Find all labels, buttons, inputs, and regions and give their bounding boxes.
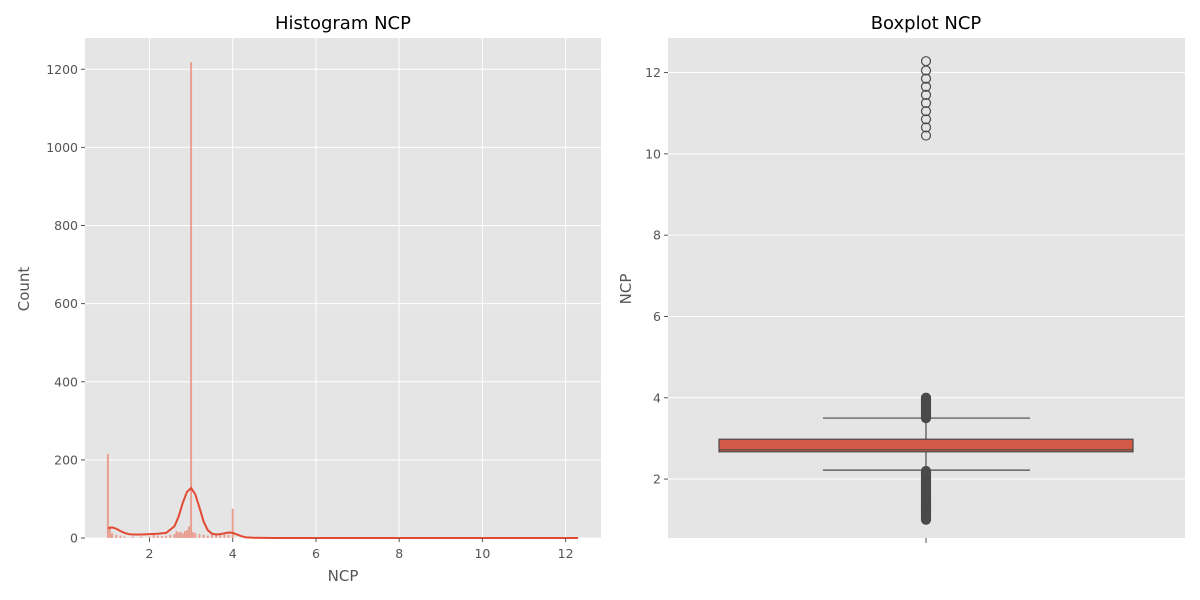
histogram-y-tick-label: 400: [54, 374, 78, 389]
histogram-x-tick-label: 12: [558, 546, 574, 561]
histogram-x-tick-label: 8: [395, 546, 403, 561]
histogram-plot-area: [85, 38, 601, 538]
histogram-bar: [206, 535, 209, 538]
histogram-bar: [175, 530, 178, 538]
histogram-bar: [188, 526, 190, 538]
histogram-x-tick-label: 2: [146, 546, 154, 561]
histogram-y-tick-label: 1000: [46, 140, 78, 155]
boxplot-y-tick-label: 4: [653, 390, 661, 405]
histogram-x-tick-label: 4: [229, 546, 237, 561]
histogram-bar: [210, 534, 213, 538]
histogram-y-tick-label: 200: [54, 452, 78, 467]
histogram-bar: [194, 533, 197, 538]
boxplot-title: Boxplot NCP: [871, 13, 982, 34]
histogram-kde-line: [107, 486, 579, 539]
histogram-bar: [181, 533, 184, 538]
boxplot-y-tick-label: 6: [653, 309, 661, 324]
histogram-bar: [119, 535, 122, 538]
boxplot-y-tick-label: 10: [645, 146, 661, 161]
histogram-y-ticks: 0 200 400 600 800 1000 1200: [46, 62, 85, 546]
histogram-y-tick-label: 600: [54, 296, 78, 311]
histogram-x-ticks: 2 4 6 8 10 12: [146, 538, 574, 561]
histogram-chart: 2 4 6 8 10 12 0 200 400 600 800 1000 1200 Histogram…: [15, 13, 601, 585]
histogram-y-tick-label: 0: [70, 531, 78, 546]
histogram-bar: [179, 531, 182, 538]
histogram-bars: [106, 62, 234, 538]
histogram-bar: [202, 534, 205, 538]
histogram-bar: [123, 536, 126, 538]
histogram-bar: [227, 534, 230, 538]
histogram-bar: [169, 534, 172, 538]
boxplot-outlier-high: [920, 122, 932, 133]
histogram-bar: [109, 526, 111, 538]
histogram-y-tick-label: 800: [54, 218, 78, 233]
boxplot-outlier-high: [920, 56, 932, 67]
histogram-bar: [148, 536, 151, 538]
boxplot-outlier-low: [920, 465, 932, 477]
histogram-title: Histogram NCP: [275, 13, 411, 34]
boxplot-box: [718, 438, 1134, 453]
boxplot-outlier-high: [920, 130, 932, 141]
histogram-bar: [190, 62, 193, 538]
histogram-bar: [223, 534, 226, 538]
histogram-bar: [115, 534, 118, 538]
boxplot-outlier-high: [920, 81, 932, 92]
histogram-x-tick-label: 10: [474, 546, 490, 561]
histogram-x-tick-label: 6: [312, 546, 320, 561]
boxplot-y-tick-label: 8: [653, 228, 661, 243]
boxplot-outlier-high: [920, 106, 932, 117]
histogram-bar: [192, 532, 195, 538]
histogram-bar: [173, 534, 176, 538]
histogram-bar: [161, 536, 163, 538]
boxplot-y-ticks: 2 4 6 8 10 12: [645, 65, 668, 487]
boxplot-outlier-high: [920, 97, 932, 109]
histogram-bar: [186, 530, 188, 538]
histogram-bar: [198, 534, 201, 538]
histogram-bar: [156, 535, 159, 538]
histogram-bar: [165, 535, 168, 538]
histogram-grid: [85, 38, 601, 539]
histogram-bar: [106, 454, 109, 538]
boxplot-y-tick-label: 2: [653, 472, 661, 487]
histogram-bar: [140, 536, 143, 538]
histogram-bar: [183, 530, 186, 538]
histogram-bar: [131, 536, 134, 538]
histogram-bar: [231, 508, 234, 538]
boxplot-outlier-high: [920, 89, 932, 101]
histogram-x-label: NCP: [328, 567, 359, 585]
boxplot-outlier-upper-band: [920, 392, 932, 403]
histogram-bar: [111, 533, 113, 538]
histogram-bar: [219, 534, 222, 538]
boxplot-outlier-high: [920, 73, 932, 84]
histogram-bar: [215, 533, 218, 538]
histogram-bar: [152, 534, 155, 538]
histogram-y-label: Count: [15, 267, 33, 312]
boxplot-outlier-high: [920, 114, 932, 125]
boxplot-y-label: NCP: [617, 274, 635, 305]
histogram-bar: [177, 532, 180, 538]
boxplot-elements: [718, 56, 1134, 525]
histogram-y-tick-label: 1200: [46, 62, 78, 77]
boxplot-chart: 2 4 6 8 10 12 Boxplot NCP NCP: [617, 13, 1185, 543]
boxplot-y-tick-label: 12: [645, 65, 661, 80]
